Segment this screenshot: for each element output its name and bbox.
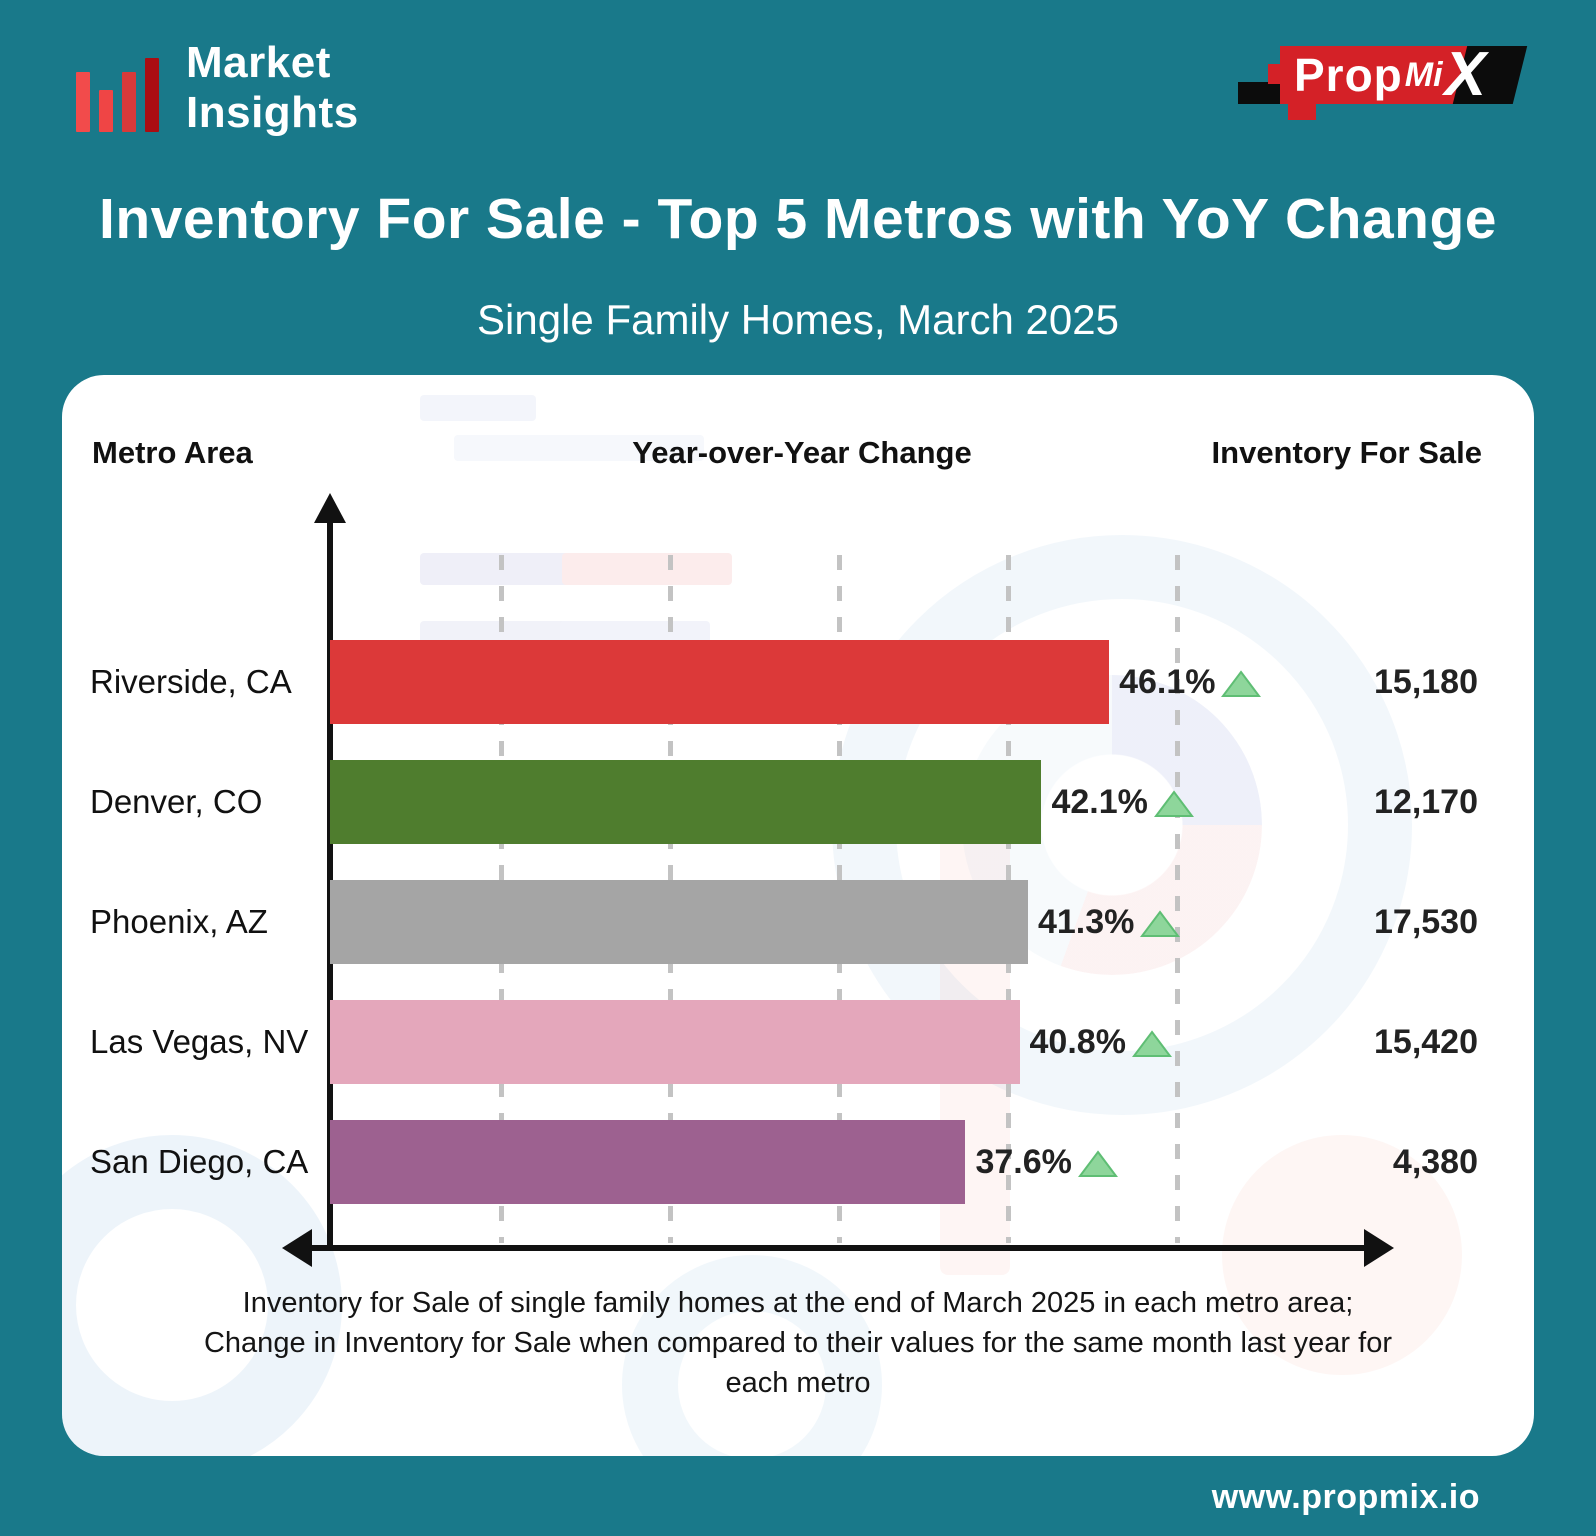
watermark-rect (562, 553, 732, 585)
yoy-change-value-group: 37.6% (975, 1120, 1118, 1204)
propmix-logo-text: Prop Mi X (1294, 40, 1486, 109)
yoy-change-bar (330, 880, 1028, 964)
caption-line-3: each metro (725, 1367, 871, 1399)
yoy-change-bar (330, 1000, 1020, 1084)
metro-label: Las Vegas, NV (90, 1023, 309, 1060)
chart-caption: Inventory for Sale of single family home… (153, 1283, 1443, 1403)
chart-card: Metro Area Year-over-Year Change Invento… (62, 375, 1534, 1456)
bar-chart-icon (76, 42, 172, 132)
metro-label: San Diego, CA (90, 1143, 309, 1180)
x-axis (306, 1245, 1370, 1251)
yoy-change-value: 46.1% (1119, 662, 1216, 701)
inventory-value: 4,380 (1392, 1142, 1478, 1181)
yoy-change-value: 37.6% (975, 1142, 1072, 1181)
x-axis-right-arrowhead (1364, 1229, 1394, 1267)
yoy-change-value-group: 46.1% (1119, 640, 1262, 724)
yoy-change-value-group: 41.3% (1037, 880, 1181, 964)
inventory-value: 15,420 (1374, 1022, 1478, 1061)
propmix-x: X (1444, 40, 1486, 109)
yoy-change-bar (330, 1120, 966, 1204)
yoy-change-bar (330, 640, 1110, 724)
website-url: www.propmix.io (1211, 1478, 1480, 1516)
increase-triangle-icon (1131, 1030, 1172, 1057)
caption-line-1: Inventory for Sale of single family home… (242, 1287, 1354, 1319)
yoy-change-value: 41.3% (1037, 902, 1135, 941)
yoy-change-value: 40.8% (1029, 1022, 1126, 1061)
yoy-change-value-group: 40.8% (1030, 1000, 1172, 1084)
column-header-metro: Metro Area (92, 435, 253, 470)
page-title: Inventory For Sale - Top 5 Metros with Y… (99, 187, 1497, 251)
yoy-change-bar (330, 760, 1042, 844)
logo-line-1: Market (186, 38, 331, 87)
propmix-prop: Prop (1294, 49, 1403, 101)
caption-line-2: Change in Inventory for Sale when compar… (203, 1327, 1392, 1359)
propmix-logo-red-plate (1280, 46, 1484, 104)
market-insights-logo-text: Market Insights (186, 38, 359, 138)
increase-triangle-icon (1140, 910, 1181, 937)
propmix-logo: Prop Mi X (1238, 38, 1528, 122)
inventory-value: 12,170 (1374, 782, 1478, 821)
column-header-yoy: Year-over-Year Change (632, 435, 972, 470)
yoy-change-value-group: 42.1% (1051, 760, 1194, 844)
increase-triangle-icon (1221, 670, 1262, 697)
metro-label: Denver, CO (90, 783, 263, 820)
increase-triangle-icon (1153, 790, 1194, 817)
inventory-value: 17,530 (1374, 902, 1478, 941)
page-subtitle: Single Family Homes, March 2025 (477, 296, 1119, 343)
inventory-value: 15,180 (1374, 662, 1478, 701)
logo-line-2: Insights (186, 88, 359, 137)
watermark-rect (420, 395, 536, 421)
metro-label: Phoenix, AZ (90, 903, 268, 940)
gridline-50pct (1175, 555, 1180, 1243)
metro-label: Riverside, CA (90, 663, 292, 700)
yoy-change-value: 42.1% (1051, 782, 1148, 821)
propmix-logo-accent-red-2 (1288, 102, 1316, 120)
market-insights-logo: Market Insights (76, 38, 359, 138)
increase-triangle-icon (1077, 1150, 1118, 1177)
y-axis-arrowhead (314, 493, 346, 523)
column-header-inventory: Inventory For Sale (1211, 435, 1482, 470)
propmix-mi: Mi (1404, 55, 1443, 94)
